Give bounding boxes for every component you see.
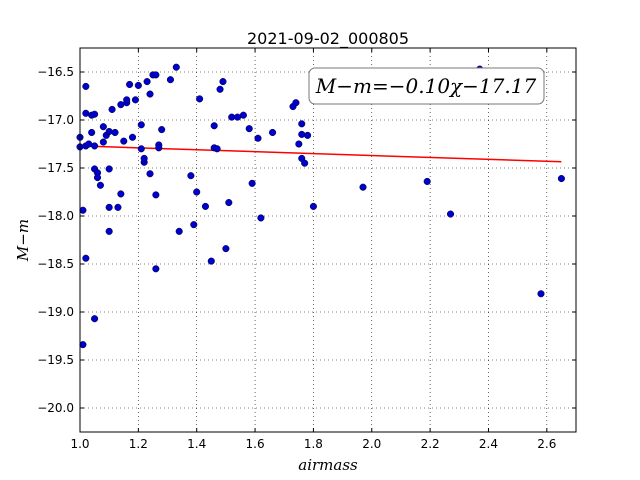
data-point	[96, 181, 104, 189]
data-point	[304, 131, 312, 139]
data-point	[99, 123, 107, 131]
plot-frame	[79, 47, 577, 433]
data-point	[146, 90, 154, 98]
data-point	[105, 165, 113, 173]
data-point	[213, 145, 221, 153]
data-point	[196, 95, 204, 103]
x-tick-label: 2.4	[479, 437, 498, 451]
data-point	[108, 105, 116, 113]
data-point	[82, 254, 90, 262]
data-point	[120, 137, 128, 145]
data-point	[155, 144, 163, 152]
data-point	[117, 190, 125, 198]
data-point	[219, 78, 227, 86]
data-point	[82, 82, 90, 90]
plot-area	[80, 48, 576, 432]
data-point	[254, 134, 262, 142]
data-point	[137, 121, 145, 129]
data-point	[152, 191, 160, 199]
data-point	[172, 63, 180, 71]
data-point	[248, 179, 256, 187]
data-point	[79, 341, 87, 349]
y-tick-label: −19.0	[37, 305, 74, 319]
data-point	[105, 127, 113, 136]
data-point	[207, 257, 215, 265]
y-tick-label: −18.5	[37, 257, 74, 271]
data-point	[193, 188, 201, 196]
x-tick-label: 2.2	[421, 437, 440, 451]
data-point	[222, 245, 230, 253]
data-point	[88, 128, 96, 137]
data-point	[446, 210, 455, 218]
y-tick-label: −20.0	[37, 401, 74, 415]
data-point	[166, 76, 174, 84]
data-point	[239, 111, 247, 119]
data-point	[152, 265, 160, 273]
data-point	[210, 122, 218, 130]
data-point	[131, 96, 139, 104]
data-point	[557, 175, 565, 183]
data-point	[143, 78, 151, 86]
data-point	[257, 214, 265, 222]
x-tick-label: 2.6	[537, 437, 556, 451]
data-point	[105, 227, 113, 235]
data-point	[190, 221, 198, 229]
ticks: 1.0 1.2 1.4 1.6 1.8 2.0 2.2 2.4 2.6 −16.5 −17.0 −17…	[37, 48, 576, 451]
x-tick-label: 1.2	[129, 437, 148, 451]
data-point	[187, 172, 195, 180]
data-point	[123, 96, 131, 104]
y-tick-label: −17.0	[37, 113, 74, 127]
data-point	[152, 71, 160, 79]
data-point	[134, 81, 142, 89]
data-point	[79, 206, 87, 214]
data-point	[126, 80, 134, 89]
data-point	[295, 140, 303, 148]
fit-label-box: M−m=−0.10χ−17.17	[308, 67, 545, 105]
data-point	[216, 85, 224, 93]
data-point	[175, 227, 183, 235]
y-tick-label: −17.5	[37, 161, 74, 175]
chart-title: 2021-09-02_000805	[247, 29, 409, 49]
data-point	[301, 159, 309, 167]
x-tick-label: 1.8	[304, 437, 323, 451]
x-tick-label: 2.0	[362, 437, 381, 451]
data-point	[245, 125, 253, 133]
data-point	[537, 290, 545, 298]
data-point	[111, 128, 119, 137]
data-point	[140, 154, 148, 162]
data-point	[201, 202, 210, 210]
data-point	[91, 315, 99, 323]
y-tick-label: −16.5	[37, 65, 74, 79]
data-point	[114, 203, 122, 211]
data-point	[423, 177, 431, 185]
data-point	[292, 99, 300, 107]
x-tick-label: 1.4	[187, 437, 206, 451]
data-point	[93, 174, 102, 182]
data-point	[298, 130, 306, 138]
data-point	[91, 110, 99, 118]
y-tick-label: −19.5	[37, 353, 74, 367]
data-point	[128, 133, 137, 141]
data-point	[99, 138, 107, 146]
data-point	[146, 170, 154, 178]
data-point	[105, 203, 113, 211]
data-point	[359, 183, 367, 191]
y-tick-label: −18.0	[37, 209, 74, 223]
x-tick-label: 1.6	[246, 437, 265, 451]
data-point	[225, 199, 233, 207]
x-tick-label: 1.0	[70, 437, 89, 451]
data-point	[158, 126, 166, 134]
y-axis-label: M−m	[14, 219, 32, 262]
data-point	[269, 128, 277, 137]
points-group	[76, 63, 565, 349]
fit-equation-label: M−m=−0.10χ−17.17	[315, 74, 537, 98]
data-point	[309, 202, 317, 210]
data-point	[298, 120, 306, 128]
x-axis-label: airmass	[298, 456, 358, 474]
fit-label-frame	[308, 67, 545, 105]
data-point	[137, 145, 145, 153]
data-point	[91, 142, 99, 150]
